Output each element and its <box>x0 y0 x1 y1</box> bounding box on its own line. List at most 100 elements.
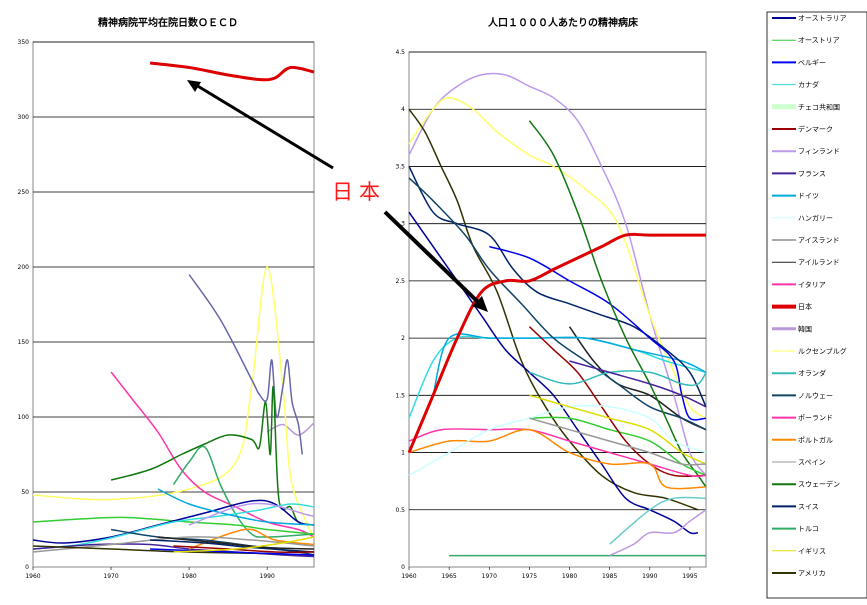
x-tick-label: 1970 <box>482 573 497 580</box>
series-line <box>188 274 304 455</box>
legend-item: ベルギー <box>772 59 826 67</box>
y-tick-label: 150 <box>18 339 30 346</box>
series-line <box>173 545 315 553</box>
series-line <box>529 417 707 466</box>
legend-label: イギリス <box>798 547 826 555</box>
y-tick-label: 300 <box>18 114 30 121</box>
chart-beds-per-1000: 人口１０００人あたりの精神病床 0 0.5 1 1.5 2 2.5 3 3.5 4 4.5 1960… <box>395 16 707 580</box>
legend-label: デンマーク <box>798 125 833 134</box>
series-line <box>408 97 707 419</box>
series-line <box>609 496 707 545</box>
legend-item: ドイツ <box>772 192 819 200</box>
series-line <box>529 416 707 477</box>
legend-item: カナダ <box>772 80 819 89</box>
legend-label: スイス <box>798 503 819 511</box>
series-line <box>173 536 315 553</box>
legend-item: チェコ共和国 <box>772 102 840 111</box>
y-tick-label: 4.5 <box>395 49 405 56</box>
series-line <box>150 548 315 556</box>
x-tick-label: 1970 <box>103 573 118 580</box>
series-line <box>408 428 707 478</box>
legend-label: ベルギー <box>798 59 826 67</box>
series-line <box>489 245 707 421</box>
series-line <box>188 502 315 526</box>
legend-item: アメリカ <box>772 570 826 578</box>
series-line <box>150 539 315 553</box>
legend-label: オーストリア <box>798 37 840 45</box>
y-tick-label: 1 <box>401 450 405 457</box>
legend-label: チェコ共和国 <box>798 102 840 111</box>
series-line <box>110 371 315 538</box>
series-line <box>32 503 315 550</box>
legend-label: ハンガリー <box>798 213 833 222</box>
legend-label: ポーランド <box>798 414 833 422</box>
legend-item: ポーランド <box>772 414 833 422</box>
x-tick-label: 1990 <box>642 573 657 580</box>
series-line <box>157 536 315 550</box>
legend-label: ドイツ <box>798 192 819 200</box>
series-lines <box>32 61 315 558</box>
legend-item: フランス <box>772 170 826 178</box>
series-line <box>609 509 707 557</box>
arrowhead-right <box>472 296 488 312</box>
series-lines <box>407 72 707 557</box>
legend-label: 日本 <box>798 302 812 311</box>
legend-label: フランス <box>798 170 826 178</box>
legend-item: フィンランド <box>772 148 840 156</box>
legend-item: ハンガリー <box>772 213 833 222</box>
y-tick-label: 200 <box>18 264 30 271</box>
x-tick-label: 1960 <box>25 573 40 580</box>
arrow-to-right-chart <box>383 210 480 304</box>
legend-label: オーストラリア <box>798 15 847 23</box>
y-tick-label: 2 <box>401 335 405 342</box>
legend-label: スウェーデン <box>798 480 840 489</box>
legend-item: デンマーク <box>772 125 833 134</box>
series-line <box>408 177 707 431</box>
legend-item: ルクセンブルグ <box>772 347 847 356</box>
x-tick-label: 1980 <box>562 573 577 580</box>
legend-item: オーストラリア <box>772 15 847 23</box>
chart-avg-stay: 精神病院平均在院日数ＯＥＣＤ 0 50 100 150 200 250 300 350 1960… <box>18 16 315 580</box>
legend-item: スウェーデン <box>772 480 840 489</box>
series-line <box>110 386 315 526</box>
series-line <box>172 445 315 538</box>
legend-item: 韓国 <box>772 324 812 333</box>
series-line <box>32 499 315 544</box>
legend-item: ノルウェー <box>772 392 833 400</box>
legend-label: ノルウェー <box>798 392 833 400</box>
series-line <box>569 360 707 408</box>
series-line <box>32 266 315 538</box>
legend-label: アイスランド <box>798 237 839 245</box>
legend-item: イタリア <box>772 280 826 289</box>
series-line <box>32 516 315 535</box>
legend-item: アイスランド <box>772 237 839 245</box>
tick-labels: 0 50 100 150 200 250 300 350 1960 1970 1980 1990 <box>18 39 275 580</box>
y-tick-label: 1.5 <box>395 392 405 399</box>
legend-label: アメリカ <box>798 570 826 578</box>
x-tick-label: 1975 <box>522 573 537 580</box>
legend-item: スペイン <box>772 459 826 467</box>
chart-title: 人口１０００人あたりの精神病床 <box>488 16 639 29</box>
legend-item: オランダ <box>772 369 826 378</box>
y-tick-label: 350 <box>18 39 30 46</box>
series-line <box>408 72 707 476</box>
legend-label: ポルトガル <box>798 435 833 444</box>
arrowhead-left <box>187 80 201 92</box>
x-tick-label: 1980 <box>181 573 196 580</box>
legend-item: アイルランド <box>772 259 840 267</box>
legend-item: 日本 <box>772 302 812 311</box>
y-tick-label: 0.5 <box>395 507 405 514</box>
legend-label: カナダ <box>798 80 819 89</box>
series-line <box>266 422 315 436</box>
y-tick-label: 4 <box>401 106 405 113</box>
legend-item: オーストリア <box>772 37 840 45</box>
series-line <box>157 488 315 526</box>
legend-label: 韓国 <box>798 324 812 333</box>
x-tick-label: 1985 <box>602 573 617 580</box>
series-line <box>529 370 707 387</box>
legend-item: トルコ <box>772 525 819 533</box>
plot-area <box>32 41 315 568</box>
x-tick-label: 1990 <box>260 573 275 580</box>
